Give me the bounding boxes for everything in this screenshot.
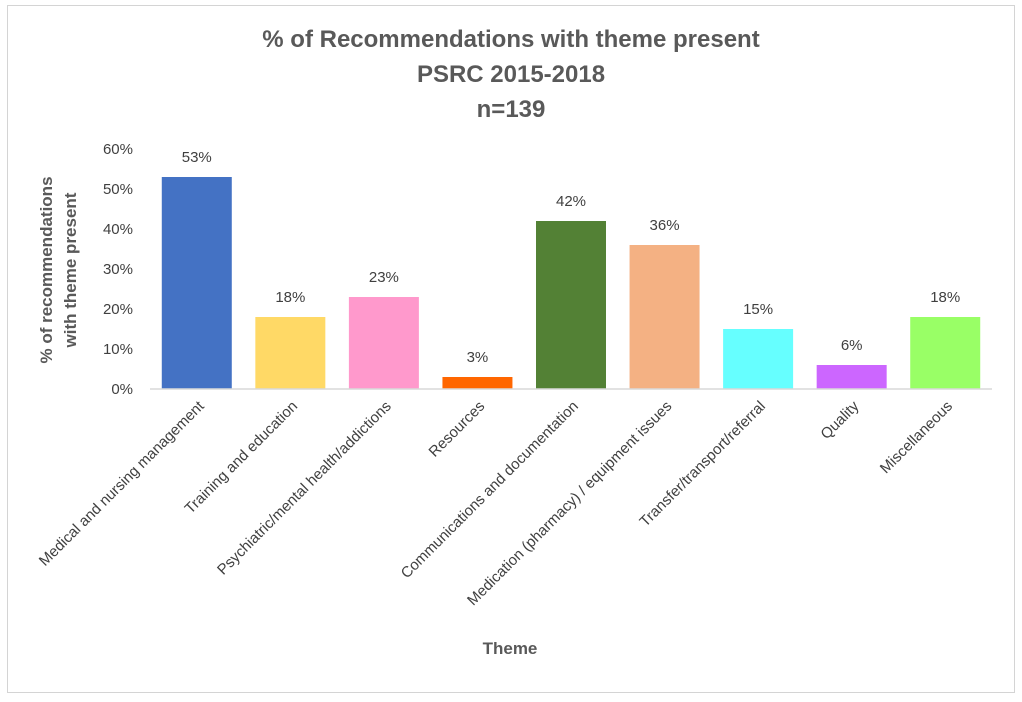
bar-3: [348, 297, 419, 389]
x-tick-label-4: Resources: [426, 398, 489, 461]
x-tick-label-3: Psychiatric/mental health/addictions: [214, 398, 395, 579]
y-axis-ticks: 0% 10% 20% 30% 40% 50% 60%: [103, 141, 133, 398]
data-label-2: 18%: [275, 289, 305, 306]
chart-title-line-1: % of Recommendations with theme present: [262, 26, 760, 53]
y-axis-title-line-2: with theme present: [61, 192, 80, 348]
bar-2: [255, 317, 326, 389]
bar-5: [536, 221, 606, 389]
y-tick-label-0: 0%: [111, 381, 133, 398]
y-tick-label-3: 30%: [103, 261, 133, 278]
x-axis-title: Theme: [483, 639, 538, 658]
x-tick-label-5: Communications and documentation: [398, 398, 582, 582]
data-label-1: 53%: [182, 149, 212, 166]
x-tick-label-1: Medical and nursing management: [36, 397, 208, 569]
data-label-5: 42%: [556, 193, 586, 210]
bars-layer: [161, 177, 981, 389]
bar-8: [816, 365, 887, 389]
chart-title-line-2: PSRC 2015-2018: [416, 61, 606, 88]
y-tick-label-4: 40%: [103, 221, 133, 238]
bar-6: [629, 245, 700, 389]
data-label-8: 6%: [841, 337, 863, 354]
data-label-3: 23%: [369, 269, 399, 286]
data-label-7: 15%: [743, 301, 773, 318]
bar-7: [723, 329, 794, 389]
data-label-6: 36%: [650, 217, 680, 234]
bar-4: [442, 377, 513, 389]
y-tick-label-6: 60%: [103, 141, 133, 158]
bar-9: [910, 317, 981, 389]
x-tick-label-8: Quality: [817, 397, 862, 442]
data-label-4: 3%: [467, 349, 489, 366]
y-axis-title-line-1: % of recommendations: [37, 176, 56, 363]
data-label-9: 18%: [930, 289, 960, 306]
data-labels-layer: 53% 18% 23% 3% 42% 36% 15% 6% 18%: [182, 149, 960, 366]
chart-title-line-3: n=139: [476, 96, 546, 123]
y-tick-label-1: 10%: [103, 341, 133, 358]
y-tick-label-2: 20%: [103, 301, 133, 318]
bar-1: [161, 177, 232, 389]
x-tick-label-6: Medication (pharmacy) / equipment issues: [464, 398, 675, 609]
x-tick-label-9: Miscellaneous: [877, 398, 956, 477]
y-tick-label-5: 50%: [103, 181, 133, 198]
